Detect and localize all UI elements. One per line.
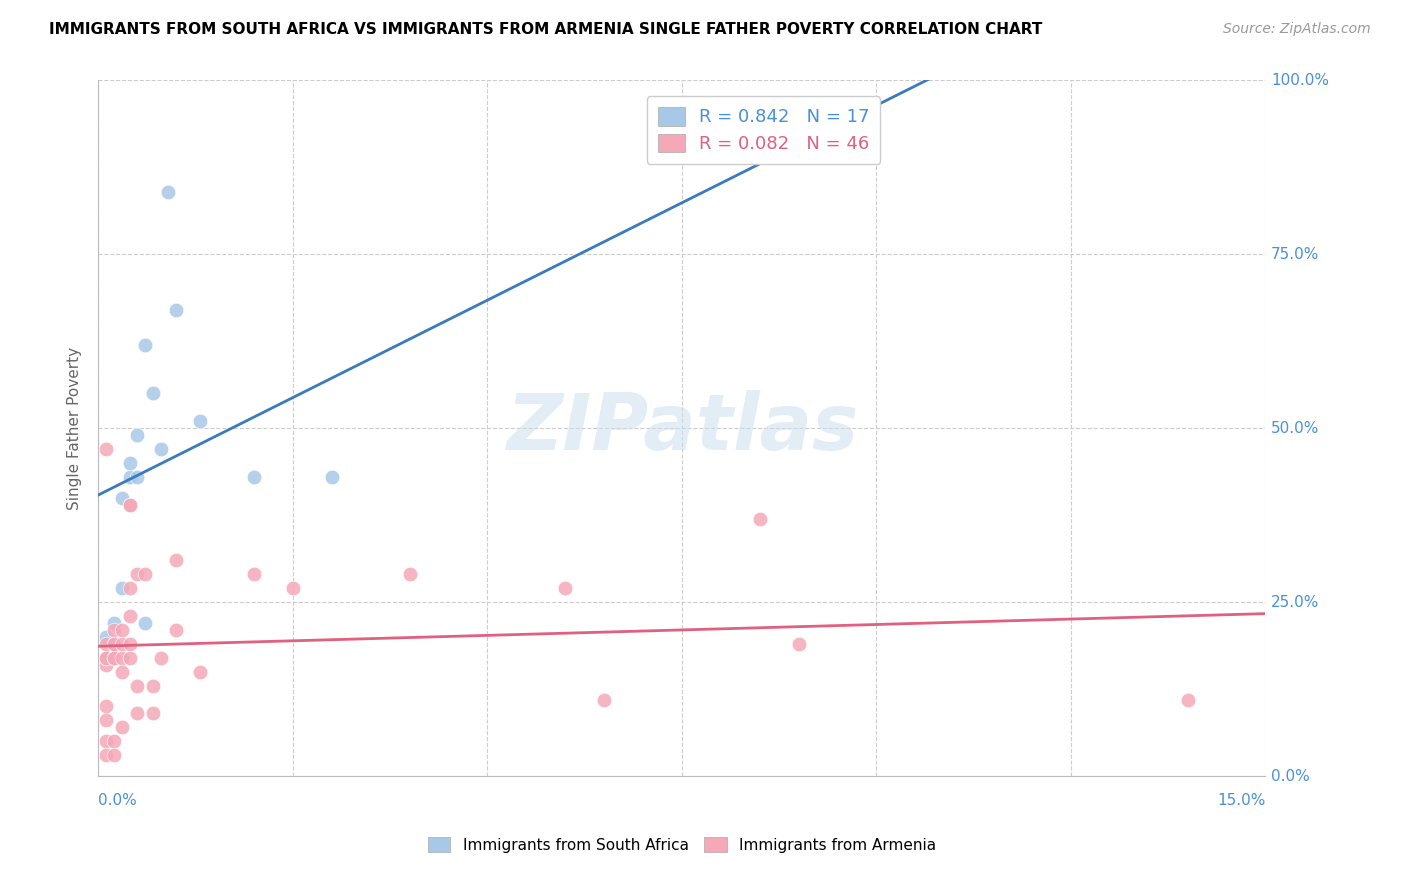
Point [96,734,118,748]
Point [118,581,141,595]
Point [554,581,576,595]
Point [96,699,118,714]
Point [111,720,134,734]
Point [111,650,134,665]
Point [96,637,118,651]
Point [96,442,118,456]
Point [96,630,118,644]
Point [118,470,141,484]
Text: Source: ZipAtlas.com: Source: ZipAtlas.com [1223,22,1371,37]
Point [118,498,141,512]
Point [118,498,141,512]
Point [243,470,266,484]
Point [103,637,125,651]
Point [149,442,172,456]
Point [96,657,118,672]
Point [188,414,211,428]
Point [103,650,125,665]
Point [111,491,134,505]
Point [96,650,118,665]
Point [103,623,125,637]
Point [243,567,266,582]
Point [118,637,141,651]
Point [103,650,125,665]
Text: 15.0%: 15.0% [1218,794,1265,808]
Text: 0.0%: 0.0% [1271,769,1310,783]
Point [165,302,187,317]
Point [127,428,149,442]
Point [157,185,180,199]
Point [127,567,149,582]
Text: IMMIGRANTS FROM SOUTH AFRICA VS IMMIGRANTS FROM ARMENIA SINGLE FATHER POVERTY CO: IMMIGRANTS FROM SOUTH AFRICA VS IMMIGRAN… [49,22,1043,37]
Text: ZIPatlas: ZIPatlas [506,390,858,467]
Point [149,650,172,665]
Point [118,609,141,624]
Point [134,567,156,582]
Point [127,706,149,721]
Point [103,637,125,651]
Point [142,706,165,721]
Point [748,511,770,525]
Y-axis label: Single Father Poverty: Single Father Poverty [67,347,83,509]
Point [127,470,149,484]
Legend: Immigrants from South Africa, Immigrants from Armenia: Immigrants from South Africa, Immigrants… [422,830,942,859]
Point [134,337,156,351]
Point [188,665,211,679]
Point [111,637,134,651]
Point [787,637,810,651]
Point [96,748,118,763]
Text: 50.0%: 50.0% [1271,421,1320,435]
Point [96,714,118,728]
Text: 0.0%: 0.0% [98,794,138,808]
Point [103,650,125,665]
Point [103,615,125,630]
Text: 25.0%: 25.0% [1271,595,1320,609]
Point [593,692,616,706]
Point [321,470,343,484]
Point [142,679,165,693]
Point [165,623,187,637]
Point [118,650,141,665]
Point [118,456,141,470]
Point [134,615,156,630]
Point [103,734,125,748]
Point [103,748,125,763]
Text: 75.0%: 75.0% [1271,247,1320,261]
Point [111,623,134,637]
Point [111,665,134,679]
Point [165,553,187,567]
Point [127,679,149,693]
Point [281,581,304,595]
Point [142,386,165,401]
Point [1177,692,1199,706]
Text: 100.0%: 100.0% [1271,73,1329,87]
Point [96,650,118,665]
Point [111,581,134,595]
Point [398,567,420,582]
